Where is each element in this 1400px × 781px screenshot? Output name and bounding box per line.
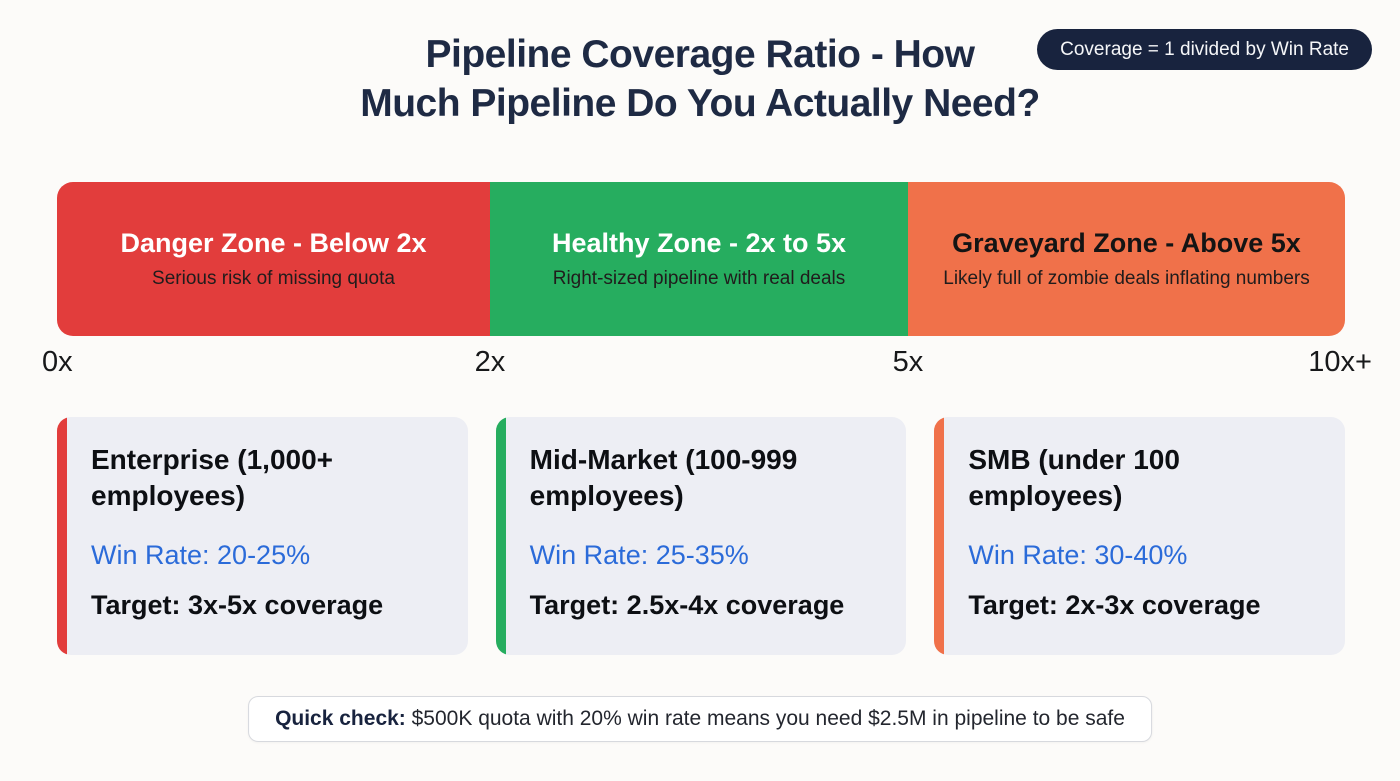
zone-graveyard-desc: Likely full of zombie deals inflating nu… <box>943 268 1310 289</box>
page-title: Pipeline Coverage Ratio - How Much Pipel… <box>0 30 1400 128</box>
scale-label-2x: 2x <box>474 346 506 378</box>
page-title-line1: Pipeline Coverage Ratio - How <box>425 33 975 76</box>
card-enterprise-body: Enterprise (1,000+ employees) Win Rate: … <box>67 417 468 655</box>
zone-graveyard-title: Graveyard Zone - Above 5x <box>952 228 1301 258</box>
quick-check-label: Quick check: <box>275 707 406 730</box>
zone-healthy-desc: Right-sized pipeline with real deals <box>552 268 846 289</box>
card-enterprise-title: Enterprise (1,000+ employees) <box>91 444 334 511</box>
zone-healthy: Healthy Zone - 2x to 5x Right-sized pipe… <box>490 182 908 336</box>
card-mid-market-title: Mid-Market (100-999 employees) <box>529 444 798 511</box>
zone-danger-title: Danger Zone - Below 2x <box>120 228 427 258</box>
zone-danger-desc: Serious risk of missing quota <box>152 268 395 289</box>
card-smb-accent <box>934 417 945 655</box>
card-smb-target: Target: 2x-3x coverage <box>968 590 1261 620</box>
zone-healthy-title: Healthy Zone - 2x to 5x <box>551 228 847 258</box>
card-mid-market-target: Target: 2.5x-4x coverage <box>529 590 845 620</box>
zone-graveyard: Graveyard Zone - Above 5x Likely full of… <box>908 182 1345 336</box>
coverage-zone-bar: Danger Zone - Below 2x Serious risk of m… <box>57 182 1345 336</box>
page-title-line2: Much Pipeline Do You Actually Need? <box>360 82 1040 125</box>
card-mid-market: Mid-Market (100-999 employees) Win Rate:… <box>495 417 907 655</box>
scale-label-10x: 10x+ <box>1308 346 1372 378</box>
card-enterprise-target: Target: 3x-5x coverage <box>91 590 384 620</box>
zone-danger: Danger Zone - Below 2x Serious risk of m… <box>57 182 490 336</box>
scale-label-5x: 5x <box>892 346 924 378</box>
card-enterprise: Enterprise (1,000+ employees) Win Rate: … <box>57 417 468 655</box>
scale-label-0x: 0x <box>42 346 73 378</box>
card-smb: SMB (under 100 employees) Win Rate: 30-4… <box>934 417 1346 655</box>
coverage-scale: 0x 2x 5x 10x+ <box>0 344 1400 380</box>
card-mid-market-win-rate: Win Rate: 25-35% <box>529 540 749 570</box>
card-mid-market-accent <box>495 417 506 655</box>
segment-cards: Enterprise (1,000+ employees) Win Rate: … <box>57 417 1346 655</box>
card-smb-title: SMB (under 100 employees) <box>968 444 1180 511</box>
quick-check-note: Quick check: $500K quota with 20% win ra… <box>248 696 1152 742</box>
formula-badge: Coverage = 1 divided by Win Rate <box>1037 29 1372 70</box>
card-smb-win-rate: Win Rate: 30-40% <box>968 540 1188 570</box>
card-smb-body: SMB (under 100 employees) Win Rate: 30-4… <box>944 417 1345 655</box>
quick-check-text: $500K quota with 20% win rate means you … <box>405 707 1125 730</box>
card-enterprise-accent <box>57 417 67 655</box>
card-enterprise-win-rate: Win Rate: 20-25% <box>91 540 311 570</box>
card-mid-market-body: Mid-Market (100-999 employees) Win Rate:… <box>506 417 907 655</box>
